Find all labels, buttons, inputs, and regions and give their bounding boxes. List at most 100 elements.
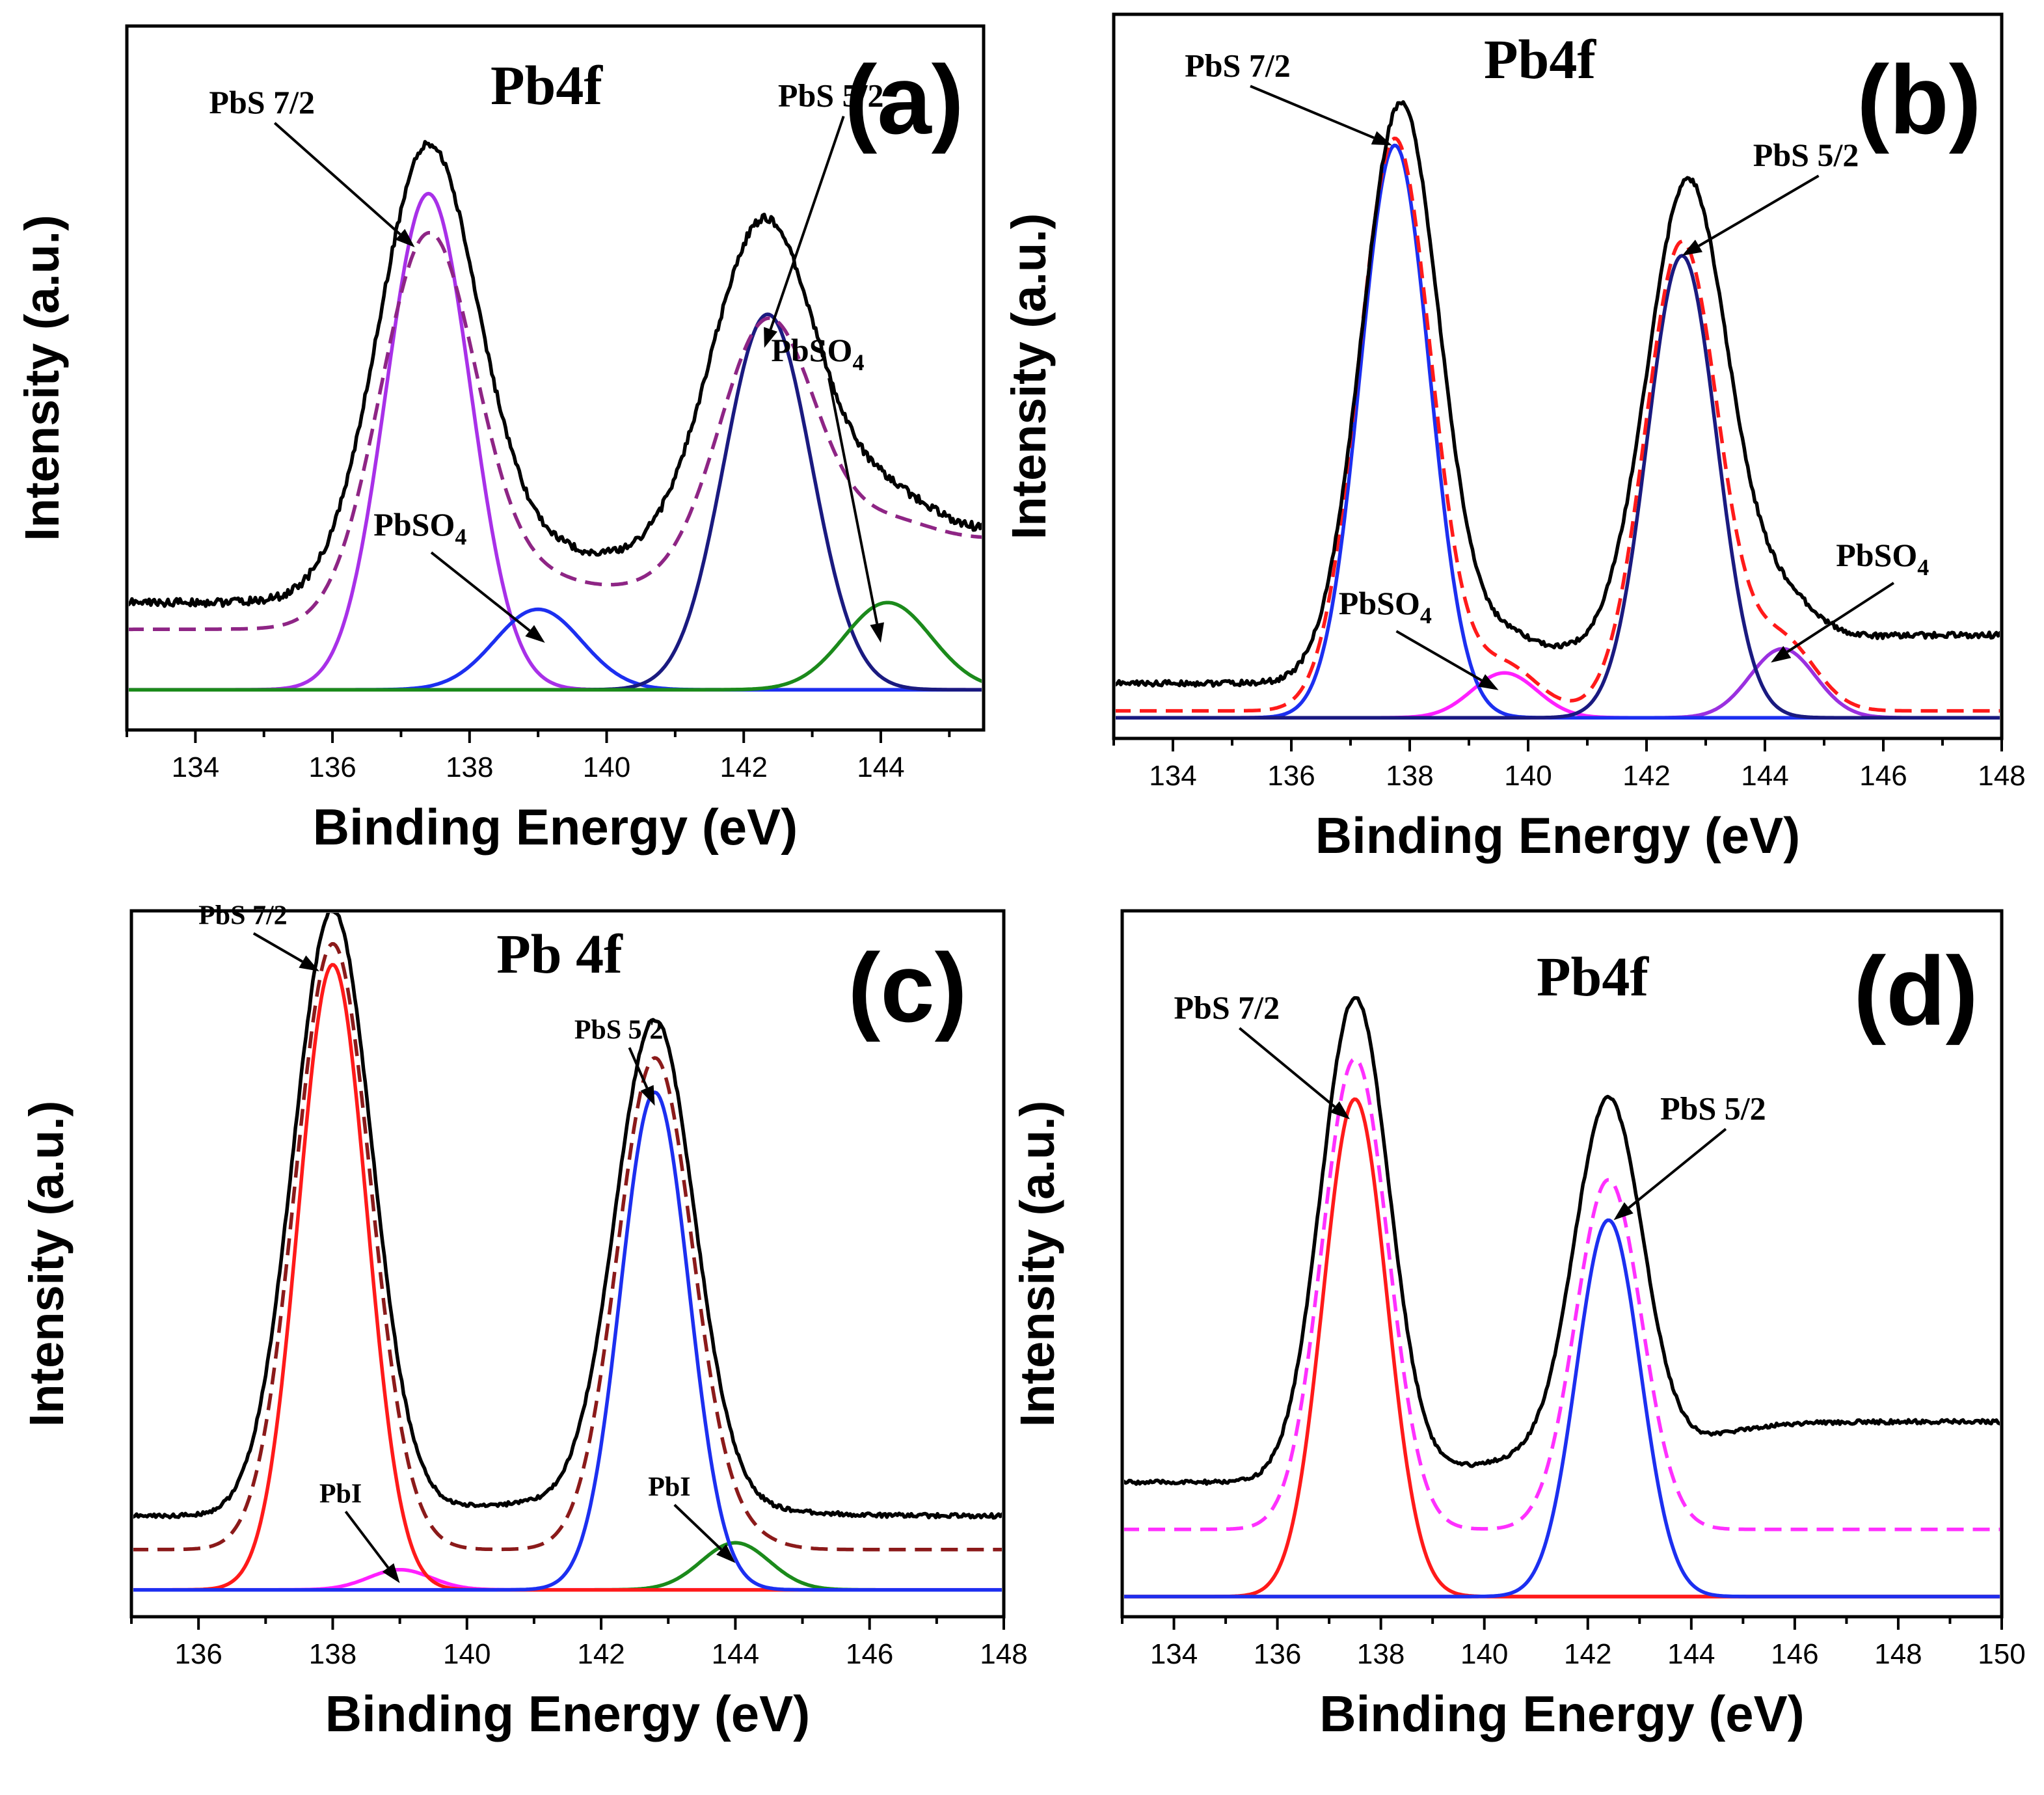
annotation-arrow — [1395, 630, 1483, 682]
x-tick-label: 140 — [1504, 760, 1552, 792]
x-axis-label: Binding Energy (eV) — [1319, 1685, 1804, 1742]
plot-frame — [129, 909, 1006, 1619]
x-tick-label: 150 — [1978, 1638, 2025, 1670]
series-experimental — [1116, 100, 2000, 688]
annotation-arrow — [430, 551, 531, 632]
series-fit-envelope — [133, 942, 1002, 1552]
peak-annotation-label: PbS 7/2 — [209, 84, 315, 120]
peak-annotation-label: PbS 7/2 — [198, 901, 288, 931]
chart-title: Pb4f — [1484, 28, 1596, 90]
x-tick-label: 138 — [1357, 1638, 1405, 1670]
annotation-arrow — [1698, 174, 1820, 247]
annotation-arrow — [1250, 85, 1375, 139]
panel-d: 134 136 138 140 142 144 146 148 150 Binding Energ… — [1010, 909, 2026, 1742]
x-tick-label: 134 — [172, 751, 219, 783]
x-tick-label: 136 — [174, 1638, 222, 1670]
x-tick-label: 136 — [1254, 1638, 1301, 1670]
series-fit-envelope — [129, 231, 982, 632]
annotation-arrowhead — [870, 622, 884, 643]
annotation-arrow — [769, 116, 845, 330]
curves — [1124, 996, 2000, 1599]
x-tick-label: 140 — [1460, 1638, 1508, 1670]
y-axis-label: Intensity (a.u.) — [15, 215, 69, 541]
peak-annotation-label: PbSO4 — [1836, 537, 1929, 580]
x-tick-label: 148 — [1874, 1638, 1922, 1670]
y-axis-label: Intensity (a.u.) — [20, 1101, 74, 1427]
curves — [1116, 100, 2000, 720]
peak-annotation-label: PbS 5/2 — [1753, 137, 1859, 173]
x-tick-label: 148 — [980, 1638, 1027, 1670]
plot-frame — [1120, 909, 2004, 1619]
annotation-arrow — [673, 1504, 723, 1551]
series-experimental — [133, 913, 1002, 1520]
x-axis-label: Binding Energy (eV) — [313, 798, 798, 856]
x-tick-label: 146 — [1771, 1638, 1818, 1670]
annotation-arrowhead — [1682, 239, 1703, 256]
peak-annotation-label: PbI — [319, 1479, 362, 1509]
series-pbs-5-2 — [1124, 1218, 2000, 1599]
x-tick-label: 144 — [1741, 760, 1788, 792]
x-tick-label: 146 — [1859, 760, 1907, 792]
x-axis-label: Binding Energy (eV) — [325, 1685, 810, 1742]
panel-c: 136 138 140 142 144 146 148 Binding Energy (eV)… — [20, 901, 1028, 1742]
x-tick-label: 142 — [720, 751, 768, 783]
annotation-arrowhead — [1478, 674, 1499, 690]
annotation-arrowhead — [1613, 1202, 1634, 1221]
series-experimental — [1124, 996, 2000, 1486]
annotation-arrowhead — [1371, 131, 1392, 146]
annotation-arrow — [1628, 1127, 1727, 1209]
plot-frame — [1112, 12, 2004, 740]
peak-annotation-label: PbS 5/2 — [1660, 1090, 1766, 1126]
annotation-arrowhead — [1330, 1101, 1350, 1120]
chart-title: Pb 4f — [496, 923, 623, 985]
peak-annotation-label: PbS 7/2 — [1185, 47, 1291, 83]
annotation-arrowhead — [299, 955, 319, 971]
panel-letter: (c) — [848, 933, 967, 1042]
annotation-arrow — [628, 1047, 649, 1088]
x-tick-label: 138 — [309, 1638, 356, 1670]
x-tick-label: 138 — [1386, 760, 1433, 792]
x-axis-label: Binding Energy (eV) — [1315, 807, 1800, 864]
curves — [133, 913, 1002, 1592]
series-experimental — [129, 140, 982, 608]
peak-annotation-label: PbSO4 — [771, 332, 864, 375]
x-tick-label: 148 — [1978, 760, 2025, 792]
x-tick-label: 142 — [1564, 1638, 1611, 1670]
annotation-arrowhead — [640, 1085, 655, 1106]
annotation-arrowhead — [1771, 645, 1792, 663]
x-tick-label: 136 — [1267, 760, 1315, 792]
x-tick-label: 134 — [1149, 760, 1196, 792]
series-pbs-5-2 — [1116, 254, 2000, 720]
x-tick-label: 134 — [1150, 1638, 1198, 1670]
peak-annotation-label: PbI — [648, 1472, 690, 1502]
series-pbso4 — [129, 601, 982, 692]
annotation-arrowhead — [395, 228, 415, 248]
y-axis-label: Intensity (a.u.) — [1010, 1101, 1064, 1427]
series-fit-envelope — [1116, 136, 2000, 713]
peak-annotation-label: PbS 5/2 — [778, 77, 884, 114]
annotation-arrow — [344, 1511, 390, 1569]
annotation-arrowhead — [382, 1563, 400, 1584]
peak-annotation-label: PbS 7/2 — [1174, 989, 1280, 1025]
peak-annotation-label: PbSO4 — [1339, 585, 1432, 628]
curves — [129, 140, 982, 692]
y-axis-label: Intensity (a.u.) — [1002, 213, 1056, 540]
x-tick-label: 140 — [583, 751, 630, 783]
panel-letter: (d) — [1853, 936, 1978, 1046]
x-tick-label: 138 — [446, 751, 493, 783]
x-tick-label: 144 — [1667, 1638, 1715, 1670]
annotation-arrowhead — [525, 625, 545, 643]
annotation-arrow — [252, 932, 303, 963]
series-fit-envelope — [1124, 1057, 2000, 1532]
panel-b: 134 136 138 140 142 144 146 148 Binding Energy (… — [1002, 12, 2026, 864]
series-pbs-5-2 — [133, 1090, 1002, 1592]
annotation-arrow — [827, 377, 879, 624]
annotation-arrow — [1239, 1027, 1336, 1108]
x-tick-label: 144 — [857, 751, 904, 783]
annotation-arrow — [273, 122, 401, 236]
x-tick-label: 144 — [712, 1638, 759, 1670]
x-tick-label: 142 — [577, 1638, 625, 1670]
chart-title: Pb4f — [491, 54, 603, 116]
x-tick-label: 146 — [846, 1638, 893, 1670]
